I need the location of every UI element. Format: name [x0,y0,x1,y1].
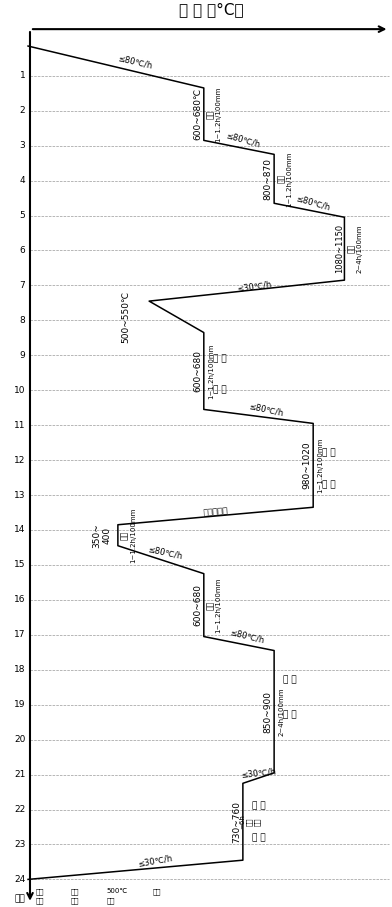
Text: 保温: 保温 [347,244,356,253]
Text: 22: 22 [14,805,25,814]
Text: 17: 17 [14,630,25,639]
Text: 理 冷: 理 冷 [322,480,336,489]
Text: 15: 15 [14,561,25,570]
Text: 500~550℃: 500~550℃ [121,291,130,343]
Text: 前 冷: 前 冷 [212,385,226,395]
Text: 19: 19 [14,700,25,709]
Text: ≤80℃/h: ≤80℃/h [117,54,154,71]
Text: 理 冷: 理 冷 [283,711,297,719]
Text: 800~870: 800~870 [264,158,273,200]
Text: ≤30℃/h: ≤30℃/h [137,853,173,868]
Text: 4: 4 [20,176,25,185]
Text: 1~1.2h/100mm: 1~1.2h/100mm [216,86,221,141]
Text: 1~1.2h/100mm: 1~1.2h/100mm [130,508,136,563]
Text: 7: 7 [20,281,25,290]
Text: 350~
400: 350~ 400 [93,522,112,548]
Text: 600~680: 600~680 [194,350,202,392]
Text: ≤30℃/h: ≤30℃/h [236,279,273,293]
Text: 10: 10 [14,385,25,395]
Text: 23: 23 [14,840,25,849]
Text: 1~1.2h/100mm: 1~1.2h/100mm [208,344,214,399]
Text: 11: 11 [14,421,25,430]
Text: 12: 12 [14,455,25,464]
Text: 1~1.2h/100mm: 1~1.2h/100mm [317,438,323,493]
Text: 前 炉: 前 炉 [252,802,265,811]
Text: ~6h
前处
理温: ~6h 前处 理温 [239,814,261,829]
Text: ≤80℃/h: ≤80℃/h [248,401,285,417]
Text: 水空交替用: 水空交替用 [203,506,229,517]
Text: 24: 24 [14,875,25,884]
Text: 6: 6 [20,246,25,255]
Text: 2: 2 [20,106,25,115]
Text: 保温: 保温 [206,600,215,610]
Text: 14: 14 [14,525,25,534]
Text: 理 冷: 理 冷 [252,833,265,842]
Text: 730~760: 730~760 [232,801,241,843]
Text: ≤30℃/h: ≤30℃/h [241,767,276,780]
Text: 500℃: 500℃ [106,888,127,894]
Text: 600~680℃: 600~680℃ [194,88,202,141]
Text: 田冷: 田冷 [71,888,80,895]
Text: 炉 冷: 炉 冷 [212,355,226,364]
Text: 保温: 保温 [277,174,286,183]
Text: 水冷: 水冷 [153,888,162,895]
Text: ≤80℃/h: ≤80℃/h [147,544,183,561]
Text: 1080~1150: 1080~1150 [335,224,344,273]
Text: 温 度 （°C）: 温 度 （°C） [179,3,244,17]
Text: 交替: 交替 [36,897,44,904]
Text: 1~1.2h/100mm: 1~1.2h/100mm [216,578,221,633]
Text: 保温: 保温 [120,531,129,540]
Text: 水空: 水空 [36,888,44,895]
Text: 600~680: 600~680 [194,584,202,626]
Text: 5: 5 [20,211,25,220]
Text: ≤80℃/h: ≤80℃/h [229,628,265,645]
Text: 前 炉: 前 炉 [283,676,297,685]
Text: 21: 21 [14,770,25,779]
Text: 2~4h/100mm: 2~4h/100mm [356,224,362,273]
Text: 前 炉: 前 炉 [322,449,336,458]
Text: 以下: 以下 [106,897,114,904]
Text: 980~1020: 980~1020 [303,442,312,489]
Text: 保温: 保温 [206,110,215,119]
Text: 13: 13 [14,491,25,500]
Text: 9: 9 [20,351,25,360]
Text: 2~4h/100mm: 2~4h/100mm [278,688,284,736]
Text: ≤80℃/h: ≤80℃/h [225,131,261,150]
Text: 时间: 时间 [15,894,25,903]
Text: ≤80℃/h: ≤80℃/h [295,194,331,212]
Text: 炉冷: 炉冷 [71,897,80,904]
Text: 16: 16 [14,595,25,604]
Text: 8: 8 [20,316,25,325]
Text: 3: 3 [20,141,25,151]
Text: 18: 18 [14,665,25,674]
Text: 20: 20 [14,736,25,744]
Text: 1: 1 [20,72,25,80]
Text: 1~1.2h/100mm: 1~1.2h/100mm [286,151,292,207]
Text: 850~900: 850~900 [264,690,273,733]
